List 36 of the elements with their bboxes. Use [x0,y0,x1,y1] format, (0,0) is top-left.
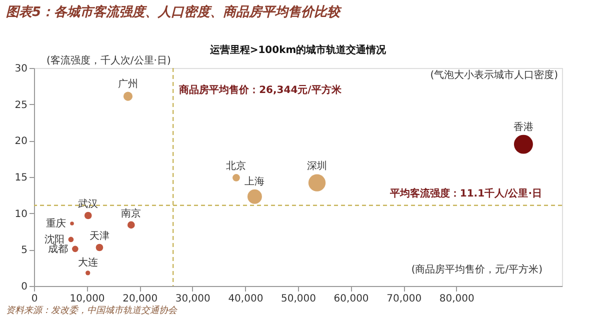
y-tick-label: 10 [14,208,28,220]
chart-title: 图表5：各城市客流强度、人口密度、商品房平均售价比较 [6,4,342,20]
y-tick-label: 25 [14,100,28,111]
x-tick-label: 80,000 [439,294,474,304]
x-axis-title: (商品房平均售价，元/平方米) [411,264,543,276]
x-tick-label: 60,000 [334,294,369,304]
text: 资料来源：发改委，中国城市轨道交通协会 [6,305,178,316]
annotation: 香港 [513,120,534,133]
annotation: 成都 [48,242,68,255]
x-tick-label: 20,000 [122,294,158,304]
ref-line-label: 平均客流强度：11.1千人/公里·日 [388,187,542,200]
annotation: (气泡大小表示城市人口密度) [430,69,558,81]
y-tick-label: 0 [21,282,28,292]
annotation: 武汉 [78,198,98,210]
annotation: 北京 [226,160,246,172]
x-tick-label: 50,000 [281,294,316,304]
y-tick-label: 30 [14,64,28,74]
annotation: 大连 [78,256,98,269]
x-tick-label: 40,000 [228,294,264,304]
annotation: 沈阳 [44,233,64,246]
annotation: 天津 [89,230,110,242]
annotation: 上海 [244,175,265,188]
x-tick-label: 0 [31,294,38,304]
chart-subtitle: 运营里程>100km的城市轨道交通情况 [208,44,388,56]
x-tick-label: 10,000 [70,294,105,304]
y-axis-title: (客流强度，千人次/公里·日) [46,54,171,66]
ref-line-label: 商品房平均售价：26,344元/平方米 [178,84,342,96]
annotation: 重庆 [46,218,66,230]
annotation: 广州 [118,78,138,90]
y-tick-label: 15 [14,172,28,184]
y-tick-label: 5 [21,245,28,256]
x-tick-label: 70,000 [386,294,422,304]
y-tick-label: 20 [14,136,28,148]
x-tick-label: 30,000 [175,294,210,304]
annotation: 深圳 [307,160,328,172]
annotation: 南京 [121,207,142,220]
